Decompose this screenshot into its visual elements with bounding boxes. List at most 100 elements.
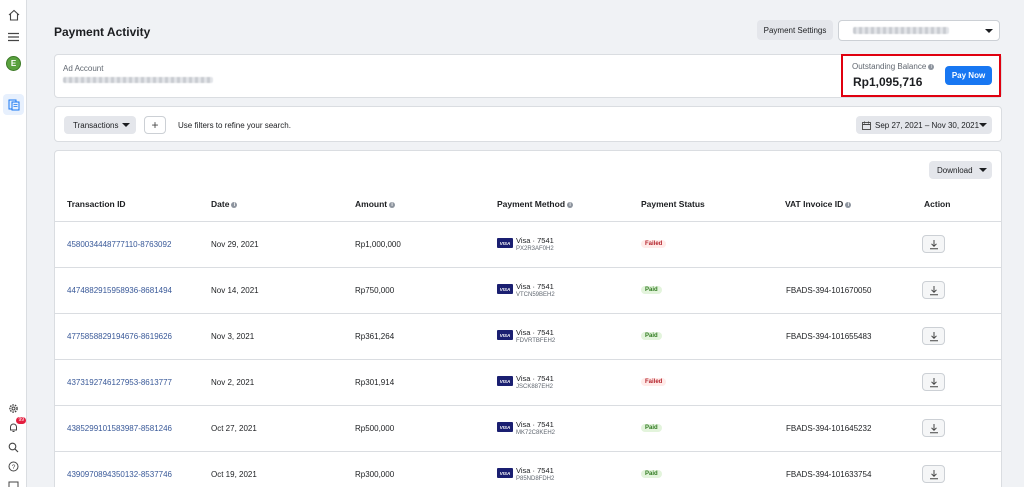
outstanding-balance-text: Outstanding Balance [852, 62, 927, 71]
page-title: Payment Activity [54, 25, 151, 39]
transactions-dropdown[interactable]: Transactions [64, 116, 136, 134]
payment-reference: MK72C8KEH2 [516, 430, 556, 436]
visa-card-icon: VISA [497, 238, 513, 248]
col-vat-label: VAT Invoice ID [785, 199, 844, 209]
payment-reference: VTCN59BEH2 [516, 292, 555, 298]
calendar-icon [862, 121, 871, 130]
transaction-id-link[interactable]: 4775858829194676-8619626 [67, 332, 172, 341]
col-payment-method-label: Payment Method [497, 199, 566, 209]
transaction-id-link[interactable]: 4474882915958936-8681494 [67, 286, 172, 295]
menu-icon[interactable] [6, 29, 21, 44]
visa-card-icon: VISA [497, 422, 513, 432]
download-button[interactable]: Download [929, 161, 992, 179]
transactions-dropdown-label: Transactions [73, 120, 119, 130]
info-icon: i [567, 201, 574, 208]
col-date[interactable]: Date i [211, 199, 238, 209]
left-rail: E 99 ? [0, 0, 27, 487]
download-icon [929, 377, 938, 387]
transaction-id-link[interactable]: 4580034448777110-8763092 [67, 240, 172, 249]
transaction-id-link[interactable]: 4385299101583987-8581246 [67, 424, 172, 433]
col-payment-method[interactable]: Payment Method i [497, 199, 574, 209]
table-row: 4474882915958936-8681494 Nov 14, 2021 Rp75… [55, 267, 1001, 313]
report-icon[interactable] [6, 478, 21, 487]
table-row: 4775858829194676-8619626 Nov 3, 2021 Rp361… [55, 313, 1001, 359]
transaction-amount: Rp1,000,000 [355, 240, 401, 249]
transaction-id-link[interactable]: 4373192746127953-8613777 [67, 378, 172, 387]
outstanding-balance-box: Outstanding Balance i Rp1,095,716 Pay Now [841, 54, 1001, 97]
visa-card-icon: VISA [497, 376, 513, 386]
outstanding-balance-label: Outstanding Balance i [852, 62, 935, 71]
transaction-amount: Rp361,264 [355, 332, 395, 341]
col-transaction-id[interactable]: Transaction ID [67, 199, 126, 209]
download-receipt-button[interactable] [922, 235, 945, 253]
transaction-amount: Rp750,000 [355, 286, 395, 295]
chevron-down-icon [122, 123, 130, 127]
filter-bar: Transactions + Use filters to refine you… [54, 106, 1002, 142]
transaction-date: Nov 14, 2021 [211, 286, 259, 295]
info-icon: i [928, 63, 935, 70]
redacted-ad-account [63, 77, 213, 83]
info-icon: i [845, 201, 852, 208]
download-receipt-button[interactable] [922, 281, 945, 299]
transaction-date: Oct 19, 2021 [211, 470, 257, 479]
download-receipt-button[interactable] [922, 373, 945, 391]
visa-card-icon: VISA [497, 284, 513, 294]
payment-method-card: Visa · 7541 [516, 328, 554, 337]
billing-icon[interactable] [3, 94, 24, 115]
outstanding-balance-amount: Rp1,095,716 [853, 75, 923, 89]
col-date-label: Date [211, 199, 230, 209]
transaction-amount: Rp301,914 [355, 378, 395, 387]
payment-reference: P85ND8FDH2 [516, 476, 555, 482]
home-icon[interactable] [6, 7, 21, 22]
transaction-date: Nov 3, 2021 [211, 332, 255, 341]
status-badge: Paid [641, 470, 662, 478]
ad-account-label: Ad Account [63, 64, 104, 73]
col-vat-invoice-id[interactable]: VAT Invoice ID i [785, 199, 852, 209]
vat-invoice-id: FBADS-394-101645232 [786, 424, 872, 433]
payment-settings-button[interactable]: Payment Settings [757, 20, 833, 40]
chevron-down-icon [979, 168, 987, 172]
redacted-account-name [853, 27, 949, 34]
date-range-picker[interactable]: Sep 27, 2021 – Nov 30, 2021 [856, 116, 992, 134]
payment-method-card: Visa · 7541 [516, 282, 554, 291]
date-range-label: Sep 27, 2021 – Nov 30, 2021 [875, 120, 980, 130]
table-row: 4390970894350132-8537746 Oct 19, 2021 Rp30… [55, 451, 1001, 487]
transaction-date: Oct 27, 2021 [211, 424, 257, 433]
transaction-amount: Rp500,000 [355, 424, 395, 433]
payment-method-card: Visa · 7541 [516, 420, 554, 429]
visa-card-icon: VISA [497, 468, 513, 478]
download-button-label: Download [937, 165, 973, 175]
download-icon [929, 285, 938, 295]
help-icon[interactable]: ? [6, 459, 21, 474]
payment-reference: PX2R3AF0H2 [516, 246, 554, 252]
download-icon [929, 469, 938, 479]
col-amount[interactable]: Amount i [355, 199, 396, 209]
gear-icon[interactable] [6, 401, 21, 416]
payment-reference: FDVRTBFEH2 [516, 338, 556, 344]
chevron-down-icon [979, 123, 987, 127]
transaction-date: Nov 29, 2021 [211, 240, 259, 249]
search-icon[interactable] [6, 440, 21, 455]
download-icon [929, 423, 938, 433]
account-select[interactable] [838, 20, 1000, 41]
transaction-amount: Rp300,000 [355, 470, 395, 479]
status-badge: Paid [641, 286, 662, 294]
col-payment-status[interactable]: Payment Status [641, 199, 705, 209]
download-receipt-button[interactable] [922, 419, 945, 437]
vat-invoice-id: FBADS-394-101633754 [786, 470, 872, 479]
pay-now-button[interactable]: Pay Now [945, 66, 992, 85]
visa-card-icon: VISA [497, 330, 513, 340]
filter-hint: Use filters to refine your search. [178, 121, 291, 130]
transaction-id-link[interactable]: 4390970894350132-8537746 [67, 470, 172, 479]
chevron-down-icon [985, 29, 993, 33]
download-receipt-button[interactable] [922, 327, 945, 345]
download-receipt-button[interactable] [922, 465, 945, 483]
payment-reference: JSCK887EH2 [516, 384, 554, 390]
notifications-icon[interactable]: 99 [6, 417, 26, 435]
add-filter-button[interactable]: + [144, 116, 166, 134]
notifications-badge: 99 [16, 417, 26, 424]
transaction-date: Nov 2, 2021 [211, 378, 255, 387]
avatar[interactable]: E [6, 56, 21, 71]
vat-invoice-id: FBADS-394-101670050 [786, 286, 872, 295]
status-badge: Paid [641, 332, 662, 340]
